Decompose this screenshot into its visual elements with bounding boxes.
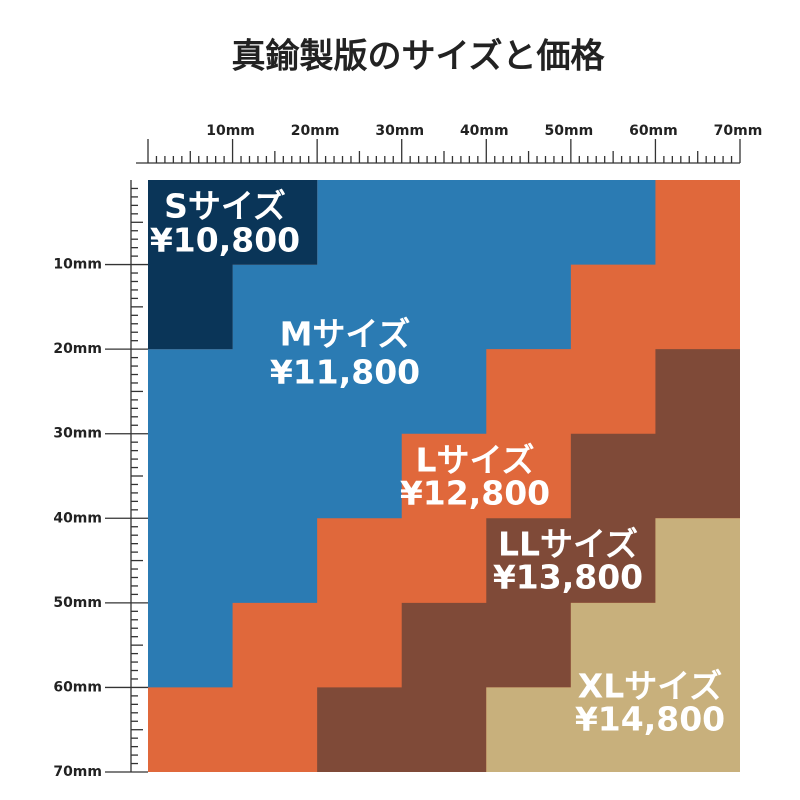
- size-name: Mサイズ: [280, 315, 411, 354]
- y-ruler-label: 20mm: [53, 341, 102, 357]
- x-ruler-label: 30mm: [375, 123, 424, 139]
- region-m: [148, 180, 656, 688]
- size-name: Sサイズ: [164, 187, 286, 226]
- x-ruler-label: 40mm: [460, 123, 509, 139]
- size-name: LLサイズ: [498, 525, 638, 564]
- x-ruler-label: 20mm: [291, 123, 340, 139]
- rulers: 10mm 20mm 30mm 40mm 50mm 60mm 70mm 10mm 20mm 30mm…: [53, 123, 762, 780]
- size-name: XLサイズ: [578, 667, 722, 706]
- size-price: ¥13,800: [493, 558, 643, 597]
- x-ruler-label: 10mm: [206, 123, 255, 139]
- x-ruler-label: 60mm: [629, 123, 678, 139]
- size-name: Lサイズ: [415, 441, 534, 480]
- x-ruler-label: 70mm: [714, 123, 763, 139]
- y-ruler-label: 40mm: [53, 510, 102, 526]
- region-s: [148, 180, 318, 350]
- y-ruler-label: 60mm: [53, 679, 102, 695]
- size-price: ¥10,800: [150, 221, 300, 260]
- y-ruler-label: 10mm: [53, 257, 102, 273]
- y-ruler-label: 30mm: [53, 426, 102, 442]
- size-price: ¥11,800: [270, 353, 420, 392]
- plate: [148, 180, 740, 772]
- region-ll: [317, 349, 740, 772]
- y-ruler-label: 50mm: [53, 595, 102, 611]
- size-price: ¥12,800: [400, 474, 550, 513]
- size-price: ¥14,800: [575, 700, 725, 739]
- region-xl: [486, 518, 740, 772]
- y-ruler-label: 70mm: [53, 764, 102, 780]
- x-ruler-label: 50mm: [545, 123, 594, 139]
- title: 真鍮製版のサイズと価格: [232, 37, 606, 77]
